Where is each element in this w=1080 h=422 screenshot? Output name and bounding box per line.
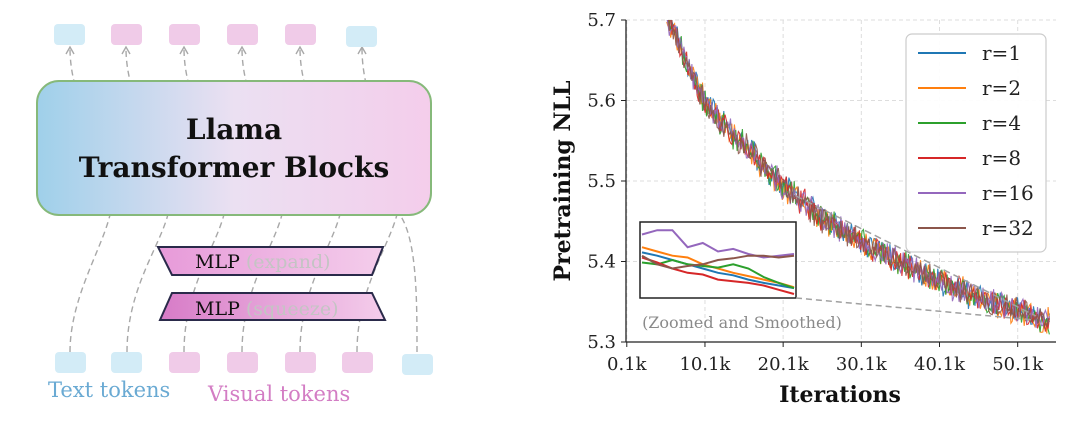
input-visual-token bbox=[285, 352, 316, 373]
input-text-token bbox=[111, 352, 142, 373]
arrowhead-5 bbox=[295, 45, 305, 55]
trend-dashed-line bbox=[795, 195, 1037, 317]
input-visual-token bbox=[227, 352, 258, 373]
inset-line-r=32 bbox=[641, 254, 795, 270]
zoom-inset: (Zoomed and Smoothed) bbox=[639, 221, 842, 332]
visual-tokens-label: Visual tokens bbox=[207, 382, 350, 406]
legend-label: r=8 bbox=[982, 146, 1021, 170]
arrowhead-1 bbox=[65, 45, 75, 55]
arrowhead-3 bbox=[179, 45, 189, 55]
y-tick-label: 5.6 bbox=[587, 91, 616, 112]
output-visual-token bbox=[285, 24, 316, 45]
mlp-expand-shape bbox=[156, 246, 385, 276]
x-tick-label: 40.1k bbox=[914, 354, 966, 375]
block-title-line2: Transformer Blocks bbox=[79, 151, 389, 184]
architecture-diagram: Llama Transformer Blocks MLP (expand) MLP… bbox=[36, 24, 433, 406]
x-tick-label: 20.1k bbox=[758, 354, 810, 375]
connector-3 bbox=[183, 47, 227, 353]
output-text-token bbox=[346, 26, 377, 47]
legend-label: r=16 bbox=[982, 181, 1034, 205]
legend-label: r=1 bbox=[982, 41, 1021, 65]
legend-label: r=4 bbox=[982, 111, 1021, 135]
arrowhead-4 bbox=[237, 45, 247, 55]
input-visual-token bbox=[342, 352, 373, 373]
y-axis-label: Pretraining NLL bbox=[550, 81, 576, 282]
arrowhead-2 bbox=[121, 45, 131, 55]
output-visual-token bbox=[111, 24, 142, 45]
output-tokens bbox=[54, 24, 377, 47]
x-tick-label: 30.1k bbox=[836, 354, 888, 375]
mlp-squeeze-shape bbox=[158, 292, 387, 321]
chart-series bbox=[666, 20, 1050, 335]
inset-line-r=1 bbox=[641, 251, 795, 290]
input-visual-token bbox=[169, 352, 200, 373]
mlp-squeeze-label: MLP (squeeze) bbox=[195, 298, 339, 320]
inset-label: (Zoomed and Smoothed) bbox=[642, 313, 842, 332]
inset-series bbox=[641, 229, 795, 295]
nll-chart: 0.1k 10.1k 20.1k 30.1k 40.1k 50.1k 5.3 5.4 5.5 5.… bbox=[550, 10, 1056, 408]
y-tick-label: 5.4 bbox=[587, 252, 616, 273]
input-tokens bbox=[55, 352, 433, 375]
chart-ticks: 0.1k 10.1k 20.1k 30.1k 40.1k 50.1k 5.3 5.4 5.5 5.… bbox=[587, 10, 1044, 375]
connector-5 bbox=[299, 47, 343, 353]
inset-line-r=4 bbox=[641, 258, 795, 290]
input-text-token bbox=[55, 352, 86, 373]
llama-transformer-block bbox=[36, 80, 432, 216]
x-tick-label: 10.1k bbox=[679, 354, 731, 375]
output-visual-token bbox=[169, 24, 200, 45]
series-line-r=32 bbox=[667, 20, 1050, 328]
block-title-line1: Llama bbox=[186, 113, 282, 146]
output-visual-token bbox=[227, 24, 258, 45]
legend-label: r=2 bbox=[982, 76, 1021, 100]
y-tick-label: 5.7 bbox=[587, 10, 616, 31]
text-tokens-label: Text tokens bbox=[48, 378, 170, 402]
connector-7 bbox=[399, 214, 418, 353]
series-line-r=16 bbox=[666, 20, 1050, 328]
legend-label: r=32 bbox=[982, 216, 1034, 240]
mlp-expand-label: MLP (expand) bbox=[195, 251, 331, 273]
chart-legend: r=1 r=2 r=4 r=8 r=16 r=32 bbox=[905, 33, 1047, 253]
connector-4 bbox=[241, 47, 285, 353]
y-tick-label: 5.5 bbox=[587, 171, 616, 192]
series-line-r=8 bbox=[667, 20, 1050, 332]
x-tick-label: 50.1k bbox=[992, 354, 1044, 375]
x-axis-label: Iterations bbox=[779, 382, 901, 408]
x-tick-label: 0.1k bbox=[607, 354, 648, 375]
input-text-token bbox=[402, 354, 433, 375]
y-tick-label: 5.3 bbox=[587, 332, 616, 353]
output-text-token bbox=[54, 24, 85, 45]
series-line-r=2 bbox=[666, 20, 1050, 334]
